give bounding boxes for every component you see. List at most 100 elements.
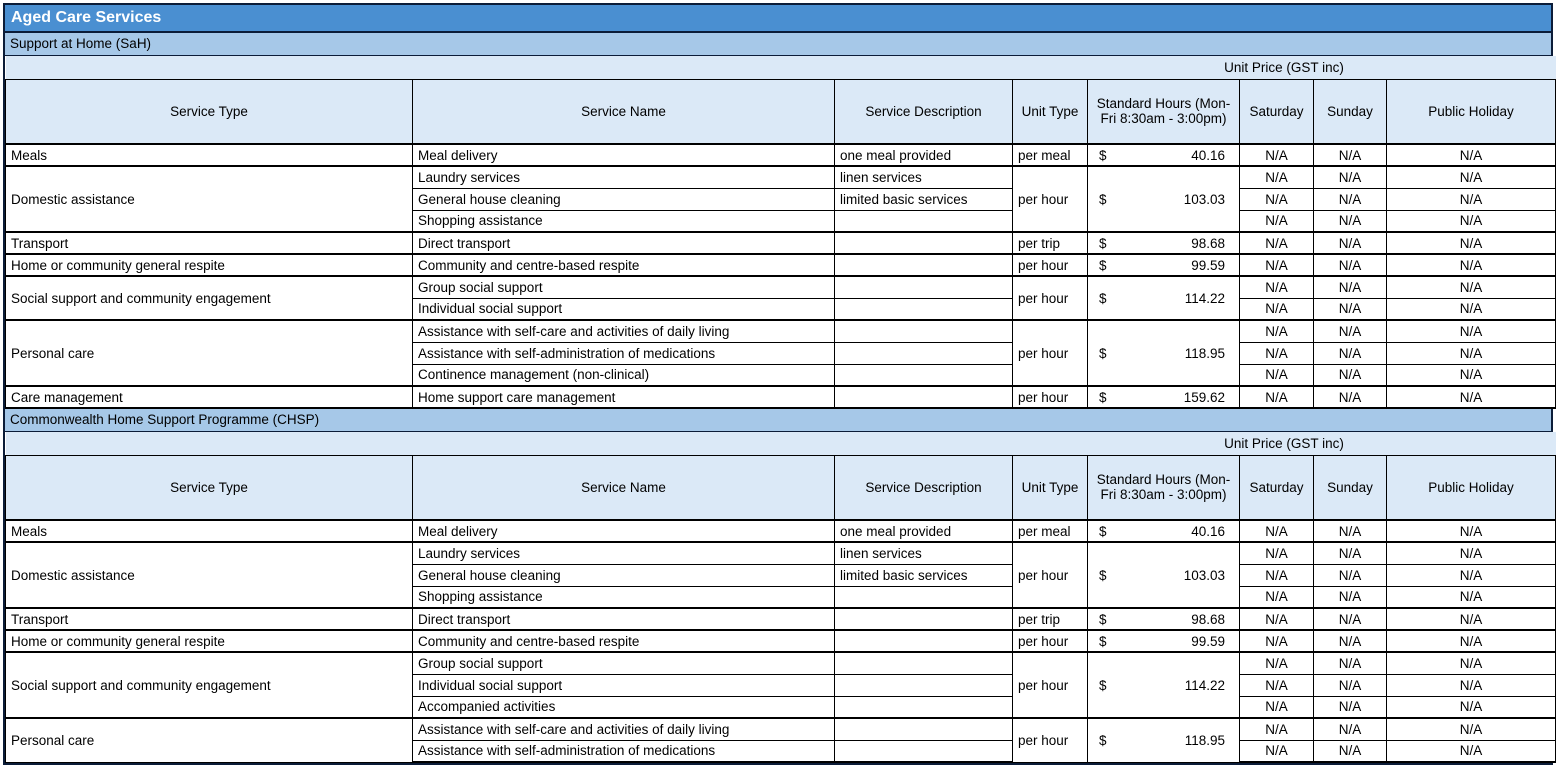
sunday-price-cell: N/A <box>1313 319 1387 343</box>
service-description-cell <box>834 297 1013 321</box>
sunday-price-cell: N/A <box>1313 651 1387 675</box>
amount-wrap: $99.59 <box>1093 258 1234 273</box>
price-value: 118.95 <box>1184 732 1225 748</box>
table-row: Shopping assistance N/A N/A N/A <box>6 585 1557 609</box>
service-type-cell: Care management <box>5 385 413 409</box>
service-description-cell: linen services <box>834 165 1013 189</box>
service-name-cell: General house cleaning <box>412 187 835 211</box>
currency-symbol: $ <box>1099 290 1107 306</box>
column-header-sunday: Sunday <box>1313 78 1387 145</box>
service-type-cell: Domestic assistance <box>5 541 413 609</box>
saturday-price-cell: N/A <box>1239 717 1314 741</box>
standard-hours-price-cell: $118.95 <box>1087 717 1240 763</box>
sunday-price-cell: N/A <box>1313 165 1387 189</box>
section-header-sah: Support at Home (SaH) <box>5 33 1551 56</box>
column-header-saturday: Saturday <box>1239 454 1314 521</box>
table-row: Transport Direct transport per trip $98.68 N… <box>5 607 1557 631</box>
service-name-cell: Individual social support <box>412 297 835 321</box>
unit-type-cell: per trip <box>1012 607 1088 631</box>
table-row: Individual social support N/A N/A N/A <box>6 297 1557 321</box>
saturday-price-cell: N/A <box>1239 541 1314 565</box>
sunday-price-cell: N/A <box>1313 341 1387 365</box>
amount-wrap: $118.95 <box>1093 346 1234 361</box>
table-row: Personal care Assistance with self-care a… <box>5 319 1557 387</box>
service-name-cell: Assistance with self-administration of m… <box>412 739 835 763</box>
table-row: Domestic assistance Laundry services linen… <box>5 541 1557 609</box>
service-description-cell <box>834 341 1013 365</box>
public-holiday-price-cell: N/A <box>1385 651 1557 675</box>
service-description-cell <box>834 629 1013 653</box>
service-type-cell: Meals <box>5 143 413 167</box>
standard-hours-price-cell: $40.16 <box>1087 519 1240 543</box>
service-description-cell: one meal provided <box>834 143 1013 167</box>
standard-hours-price-cell: $98.68 <box>1087 231 1240 255</box>
column-header-service-type: Service Type <box>5 78 413 145</box>
table-row: Assistance with self-administration of m… <box>6 739 1557 763</box>
price-value: 98.68 <box>1191 611 1225 627</box>
chsp-price-table: Unit Price (GST inc) Service Type Service … <box>5 432 1557 763</box>
public-holiday-price-cell: N/A <box>1385 297 1557 321</box>
table-row: Individual social support N/A N/A N/A <box>6 673 1557 697</box>
unit-price-header: Unit Price (GST inc) <box>1012 432 1556 455</box>
currency-symbol: $ <box>1099 633 1107 649</box>
unit-price-header: Unit Price (GST inc) <box>1012 56 1556 79</box>
service-name-cell: Shopping assistance <box>412 585 835 609</box>
price-value: 40.16 <box>1191 147 1225 163</box>
table-row: General house cleaning limited basic serv… <box>6 563 1557 587</box>
unit-price-row: Unit Price (GST inc) <box>5 432 1556 455</box>
table-row: Continence management (non-clinical) N/A N… <box>6 363 1557 387</box>
sunday-price-cell: N/A <box>1313 519 1387 543</box>
table-row: Social support and community engagement G… <box>5 651 1557 719</box>
unit-type-cell: per hour <box>1012 275 1088 321</box>
table-row: Home or community general respite Communi… <box>5 253 1557 277</box>
service-name-cell: Laundry services <box>412 541 835 565</box>
table-row: Home or community general respite Communi… <box>5 629 1557 653</box>
service-name-cell: Assistance with self-administration of m… <box>412 341 835 365</box>
saturday-price-cell: N/A <box>1239 275 1314 299</box>
table-row: Personal care Assistance with self-care a… <box>5 717 1557 763</box>
sunday-price-cell: N/A <box>1313 585 1387 609</box>
sunday-price-cell: N/A <box>1313 143 1387 167</box>
unit-type-cell: per hour <box>1012 717 1088 763</box>
service-name-cell: Group social support <box>412 275 835 299</box>
currency-symbol: $ <box>1099 677 1107 693</box>
currency-symbol: $ <box>1099 389 1107 405</box>
public-holiday-price-cell: N/A <box>1385 385 1557 409</box>
unit-type-cell: per trip <box>1012 231 1088 255</box>
page-title: Aged Care Services <box>5 5 1551 33</box>
sunday-price-cell: N/A <box>1313 187 1387 211</box>
column-header-row: Service Type Service Name Service Descript… <box>5 454 1557 521</box>
price-value: 114.22 <box>1184 290 1225 306</box>
amount-wrap: $118.95 <box>1093 733 1234 748</box>
service-name-cell: Community and centre-based respite <box>412 253 835 277</box>
saturday-price-cell: N/A <box>1239 585 1314 609</box>
unit-type-cell: per hour <box>1012 629 1088 653</box>
service-type-cell: Social support and community engagement <box>5 651 413 719</box>
unit-price-row: Unit Price (GST inc) <box>5 56 1556 79</box>
service-description-cell <box>834 673 1013 697</box>
service-name-cell: Shopping assistance <box>412 209 835 233</box>
service-description-cell <box>834 275 1013 299</box>
standard-hours-price-cell: $103.03 <box>1087 541 1240 609</box>
table-row: Meals Meal delivery one meal provided per m… <box>5 143 1557 167</box>
service-name-cell: Assistance with self-care and activities… <box>412 319 835 343</box>
service-name-cell: Accompanied activities <box>412 695 835 719</box>
column-header-service-description: Service Description <box>834 454 1013 521</box>
public-holiday-price-cell: N/A <box>1385 275 1557 299</box>
column-header-public-holiday: Public Holiday <box>1385 454 1557 521</box>
unit-type-cell: per hour <box>1012 651 1088 719</box>
price-value: 98.68 <box>1191 235 1225 251</box>
sunday-price-cell: N/A <box>1313 253 1387 277</box>
service-type-cell: Home or community general respite <box>5 253 413 277</box>
public-holiday-price-cell: N/A <box>1385 673 1557 697</box>
service-name-cell: Assistance with self-care and activities… <box>412 717 835 741</box>
service-name-cell: Individual social support <box>412 673 835 697</box>
sunday-price-cell: N/A <box>1313 541 1387 565</box>
price-value: 103.03 <box>1183 191 1225 207</box>
service-description-cell <box>834 739 1013 763</box>
sunday-price-cell: N/A <box>1313 717 1387 741</box>
public-holiday-price-cell: N/A <box>1385 231 1557 255</box>
standard-hours-price-cell: $114.22 <box>1087 275 1240 321</box>
sunday-price-cell: N/A <box>1313 695 1387 719</box>
standard-hours-price-cell: $99.59 <box>1087 629 1240 653</box>
